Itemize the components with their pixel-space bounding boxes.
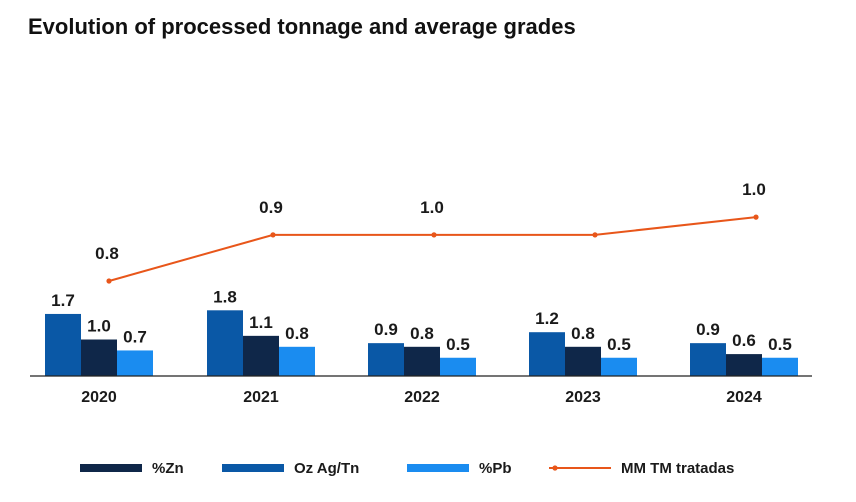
- x-tick-label: 2023: [565, 389, 601, 406]
- chart-title: Evolution of processed tonnage and avera…: [28, 14, 576, 39]
- bar-value-label: 0.9: [696, 320, 720, 339]
- x-tick-label: 2022: [404, 389, 440, 406]
- bar-ozagtn-2023: [529, 332, 565, 376]
- legend-label: MM TM tratadas: [621, 460, 734, 477]
- bar-ozagtn-2022: [368, 343, 404, 376]
- legend-label: %Zn: [152, 460, 184, 477]
- bar-value-label: 0.7: [123, 327, 147, 346]
- bar-value-label: 1.7: [51, 291, 75, 310]
- bar-zn-2021: [243, 335, 279, 376]
- line-value-label: 1.0: [742, 180, 766, 199]
- bar-pb-2023: [601, 357, 637, 376]
- bar-zn-2023: [565, 346, 601, 376]
- x-tick-label: 2021: [243, 389, 279, 406]
- line-point-2022: [431, 232, 437, 238]
- line-point-2024: [753, 214, 759, 220]
- x-tick-label: 2024: [726, 389, 762, 406]
- bar-value-label: 0.8: [285, 324, 309, 343]
- bar-zn-2022: [404, 346, 440, 376]
- x-tick-label: 2020: [81, 389, 117, 406]
- bar-zn-2024: [726, 354, 762, 376]
- bar-pb-2022: [440, 357, 476, 376]
- line-point-2023: [592, 232, 598, 238]
- bar-pb-2021: [279, 346, 315, 376]
- line-value-label: 1.0: [420, 198, 444, 217]
- bar-pb-2024: [762, 357, 798, 376]
- bar-ozagtn-2020: [45, 313, 81, 376]
- line-value-label: 0.9: [259, 198, 283, 217]
- bar-value-label: 0.5: [446, 335, 470, 354]
- bar-value-label: 1.0: [87, 317, 111, 336]
- bar-value-label: 1.2: [535, 309, 559, 328]
- bar-ozagtn-2024: [690, 343, 726, 376]
- line-point-2020: [106, 278, 112, 284]
- bar-value-label: 0.8: [410, 324, 434, 343]
- legend-swatch: [80, 464, 142, 472]
- bar-value-label: 0.9: [374, 320, 398, 339]
- bar-value-label: 1.1: [249, 313, 273, 332]
- line-mm-tm-tratadas: [108, 216, 757, 282]
- bar-value-label: 0.6: [732, 331, 756, 350]
- bar-ozagtn-2021: [207, 310, 243, 376]
- legend-swatch: [222, 464, 284, 472]
- line-value-label: 0.8: [95, 244, 119, 263]
- bar-value-label: 0.8: [571, 324, 595, 343]
- legend-label: Oz Ag/Tn: [294, 460, 359, 477]
- bar-zn-2020: [81, 339, 117, 376]
- legend-marker: [552, 465, 558, 471]
- bar-value-label: 1.8: [213, 287, 237, 306]
- line-point-2021: [270, 232, 276, 238]
- legend-swatch: [407, 464, 469, 472]
- bar-value-label: 0.5: [607, 335, 631, 354]
- bar-pb-2020: [117, 350, 153, 376]
- bar-value-label: 0.5: [768, 335, 792, 354]
- legend-label: %Pb: [479, 460, 512, 477]
